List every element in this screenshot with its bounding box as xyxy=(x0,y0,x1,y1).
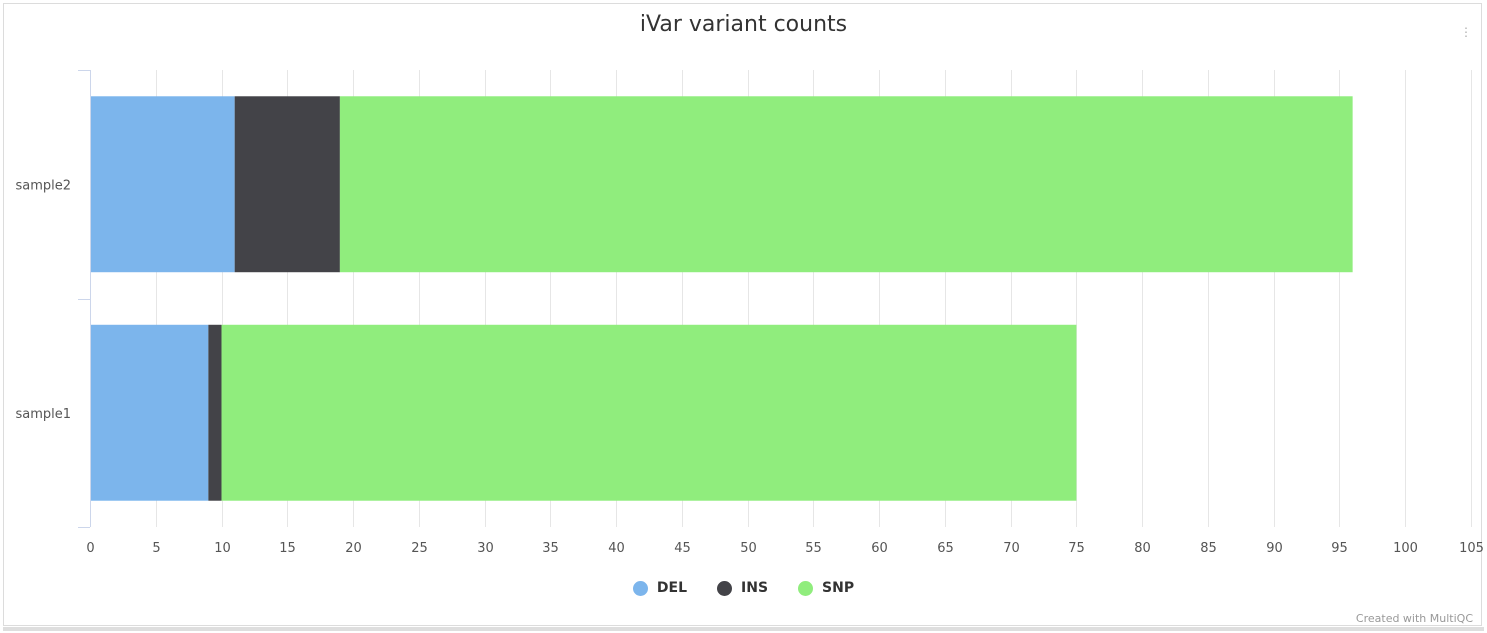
legend-swatch xyxy=(798,580,814,596)
axes: 0 5 10 15 20 25 30 35 40 45 50 55 60 65 70 75 80 85 90 95 10… xyxy=(15,70,1484,556)
legend-label: DEL xyxy=(656,580,688,596)
x-tick-label: 35 xyxy=(542,541,559,556)
x-tick-label: 100 xyxy=(1393,541,1418,556)
x-tick-label: 65 xyxy=(937,541,954,556)
legend: DEL INS SNP xyxy=(0,580,1487,596)
x-tick-label: 0 xyxy=(86,541,94,556)
legend-item-snp[interactable]: SNP xyxy=(798,580,854,596)
x-tick-label: 25 xyxy=(411,541,428,556)
export-menu-icon[interactable]: ⋮ xyxy=(1460,25,1472,39)
x-tick-label: 75 xyxy=(1068,541,1085,556)
x-tick-label: 40 xyxy=(608,541,625,556)
legend-item-del[interactable]: DEL xyxy=(632,580,688,596)
x-tick-label: 95 xyxy=(1331,541,1348,556)
x-tick-label: 50 xyxy=(740,541,757,556)
chart-title: iVar variant counts xyxy=(639,12,848,37)
category-label: sample2 xyxy=(15,178,71,193)
credit-text[interactable]: Created with MultiQC xyxy=(1355,612,1473,625)
x-tick-label: 55 xyxy=(805,541,822,556)
bar-del-sample1[interactable] xyxy=(90,324,209,501)
x-tick-label: 60 xyxy=(871,541,888,556)
category-label: sample1 xyxy=(15,407,71,422)
x-tick-label: 80 xyxy=(1134,541,1151,556)
container-shadow xyxy=(3,627,1484,631)
x-tick-label: 5 xyxy=(152,541,160,556)
bar-snp-sample2[interactable] xyxy=(339,96,1353,273)
x-tick-label: 45 xyxy=(674,541,691,556)
x-tick-label: 70 xyxy=(1003,541,1020,556)
x-tick-label: 10 xyxy=(214,541,231,556)
legend-swatch xyxy=(717,580,733,596)
x-tick-label: 20 xyxy=(345,541,362,556)
bar-snp-sample1[interactable] xyxy=(221,324,1077,501)
bars xyxy=(90,96,1353,501)
bar-ins-sample2[interactable] xyxy=(234,96,340,273)
bar-ins-sample1[interactable] xyxy=(208,324,222,501)
legend-item-ins[interactable]: INS xyxy=(717,580,768,596)
legend-label: SNP xyxy=(822,580,855,596)
x-tick-label: 15 xyxy=(279,541,296,556)
x-tick-label: 30 xyxy=(477,541,494,556)
x-tick-label: 90 xyxy=(1266,541,1283,556)
x-tick-label: 105 xyxy=(1459,541,1484,556)
x-tick-label: 85 xyxy=(1200,541,1217,556)
bar-del-sample2[interactable] xyxy=(90,96,235,273)
legend-swatch xyxy=(632,580,648,596)
legend-label: INS xyxy=(741,580,769,596)
